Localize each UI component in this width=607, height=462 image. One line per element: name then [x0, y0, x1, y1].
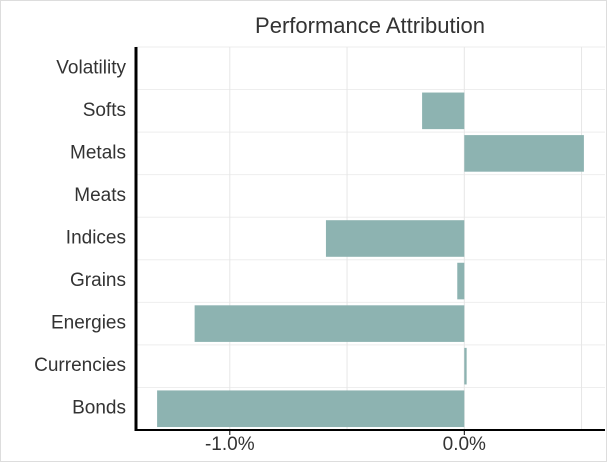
y-tick-label: Bonds: [72, 398, 126, 419]
y-tick-label: Meats: [74, 185, 126, 206]
x-tick-label: -1.0%: [205, 434, 255, 455]
y-tick-label: Currencies: [34, 355, 126, 376]
y-tick-label: Metals: [70, 142, 126, 163]
y-tick-label: Indices: [66, 228, 126, 249]
bar: [457, 262, 465, 300]
bar: [194, 305, 465, 342]
bar: [464, 347, 467, 385]
y-tick-label: Volatility: [56, 57, 126, 78]
bar: [157, 390, 465, 428]
bar: [422, 92, 465, 130]
y-tick-label: Softs: [83, 100, 126, 121]
x-tick-label: 0.0%: [443, 434, 486, 455]
bar: [464, 135, 584, 172]
y-tick-label: Grains: [70, 270, 126, 291]
chart-title: Performance Attribution: [255, 13, 485, 38]
y-tick-label: Energies: [51, 313, 126, 334]
bar: [325, 220, 465, 257]
